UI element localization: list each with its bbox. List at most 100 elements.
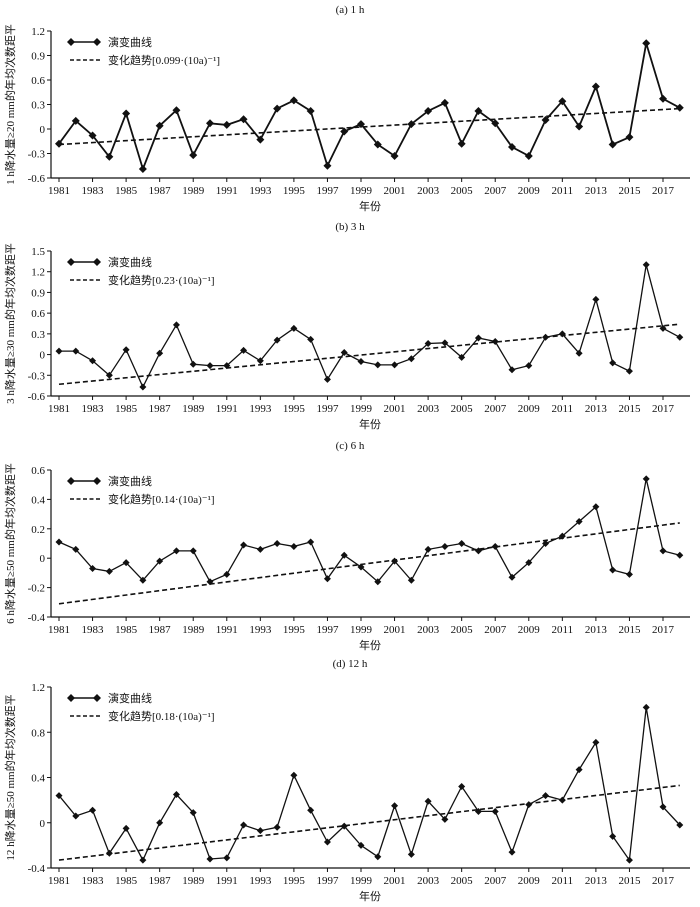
x-tick-label: 1985 [115, 403, 138, 415]
x-tick-label: 1981 [48, 875, 70, 887]
data-point [273, 823, 281, 831]
data-point [223, 362, 231, 370]
data-point [105, 567, 113, 575]
data-point [323, 375, 331, 383]
x-tick-label: 1981 [48, 403, 70, 415]
data-point [357, 841, 365, 849]
x-tick-label: 1995 [283, 403, 306, 415]
data-point [659, 324, 667, 332]
x-tick-label: 2009 [518, 403, 541, 415]
data-point [609, 359, 617, 367]
legend-label-curve: 演变曲线 [108, 474, 152, 488]
legend-diamond-icon [67, 38, 75, 46]
trend-line [58, 323, 680, 386]
x-tick-label: 1993 [249, 403, 272, 415]
x-tick-label: 2005 [451, 875, 474, 887]
legend-diamond-icon [93, 38, 101, 46]
y-tick-label: 0.6 [31, 308, 45, 320]
data-point [138, 165, 147, 174]
data-point [122, 109, 131, 118]
x-tick-label: 1995 [283, 185, 306, 197]
data-point [172, 547, 180, 555]
data-point [189, 547, 197, 555]
x-tick-label: 1989 [182, 185, 205, 197]
x-tick-label: 2005 [451, 185, 474, 197]
data-point [525, 801, 533, 809]
legend-diamond-icon [67, 258, 75, 266]
data-point [642, 475, 650, 483]
data-point [474, 334, 482, 342]
data-point [88, 131, 97, 140]
y-tick-label: 1.2 [31, 26, 45, 38]
y-tick-label: -0.2 [28, 583, 45, 595]
series-line [59, 264, 681, 389]
x-tick-label: 2003 [417, 624, 440, 636]
x-tick-label: 1987 [149, 403, 172, 415]
data-point [608, 140, 617, 149]
data-point [223, 570, 231, 578]
data-point [625, 133, 634, 142]
data-point [558, 97, 567, 106]
x-tick-label: 1985 [115, 185, 138, 197]
x-tick-label: 1985 [115, 624, 138, 636]
data-point [71, 116, 80, 125]
trend-line [58, 522, 680, 605]
data-point [290, 771, 298, 779]
data-point [105, 849, 113, 857]
panel-title: (a) 1 h [336, 4, 365, 16]
data-point [676, 333, 684, 341]
panel-title: (b) 3 h [335, 221, 365, 233]
series-line [58, 707, 681, 862]
x-axis-title: 年份 [359, 889, 381, 903]
y-tick-label: 0 [40, 350, 46, 362]
data-point [55, 347, 63, 355]
data-point [591, 82, 600, 91]
data-point [542, 540, 550, 547]
data-point [122, 559, 130, 567]
data-point [189, 360, 197, 368]
x-tick-label: 1993 [249, 624, 272, 636]
data-point [440, 98, 449, 107]
data-point [273, 336, 281, 344]
data-point [55, 792, 63, 800]
y-tick-label: 0 [40, 553, 46, 565]
data-point [625, 570, 633, 578]
data-point [256, 827, 264, 835]
x-tick-label: 2017 [652, 403, 675, 415]
data-point [458, 540, 466, 547]
panel-title: (d) 12 h [333, 658, 368, 670]
x-tick-label: 2015 [618, 624, 641, 636]
data-point [306, 107, 315, 116]
data-point [642, 703, 650, 711]
data-point [558, 532, 566, 540]
data-point [273, 104, 282, 113]
x-tick-label: 2009 [518, 875, 541, 887]
data-point [357, 563, 365, 571]
x-tick-label: 2011 [552, 624, 574, 636]
data-point [323, 838, 331, 846]
data-point [340, 349, 348, 356]
y-tick-label: -0.4 [28, 612, 46, 624]
x-tick-label: 1989 [182, 403, 205, 415]
x-tick-label: 1997 [316, 875, 339, 887]
x-tick-label: 1999 [350, 875, 373, 887]
y-tick-label: 0 [40, 818, 46, 830]
y-tick-label: 0.8 [31, 727, 45, 739]
x-tick-label: 1983 [82, 403, 105, 415]
data-point [642, 39, 651, 48]
data-point [575, 766, 583, 774]
data-point [89, 806, 97, 814]
data-point [156, 819, 164, 827]
data-point [491, 337, 499, 345]
data-point [407, 850, 415, 858]
x-tick-label: 1995 [283, 624, 306, 636]
y-tick-label: -0.4 [28, 863, 46, 875]
y-tick-label: 0.3 [31, 329, 45, 341]
data-point [357, 120, 365, 129]
x-tick-label: 1991 [216, 185, 238, 197]
data-point [139, 383, 147, 391]
legend-label-curve: 演变曲线 [108, 35, 152, 49]
trend-line [58, 784, 680, 861]
